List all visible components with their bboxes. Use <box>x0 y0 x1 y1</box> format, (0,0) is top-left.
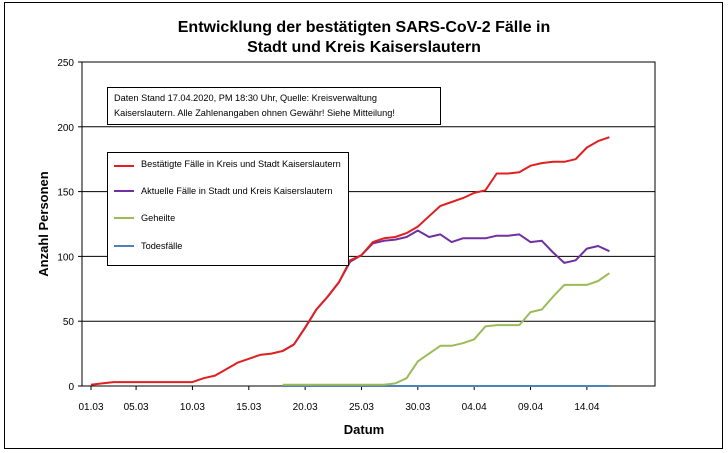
legend-swatch-confirmed <box>114 165 134 167</box>
x-tick-label: 14.04 <box>574 402 599 413</box>
y-tick-label: 150 <box>57 188 74 199</box>
series-line-0 <box>90 136 610 386</box>
legend-label-recovered: Geheilte <box>141 213 176 223</box>
x-tick-label: 05.03 <box>124 402 149 413</box>
y-tick-label: 200 <box>57 123 74 134</box>
y-tick-label: 100 <box>57 252 74 263</box>
y-axis-ticks: 0 50 100 150 200 250 <box>57 58 82 393</box>
note-text: Daten Stand 17.04.2020, PM 18:30 Uhr, Qu… <box>114 93 395 118</box>
y-axis-title: Anzahl Personen <box>36 171 51 277</box>
data-source-note: Daten Stand 17.04.2020, PM 18:30 Uhr, Qu… <box>107 87 441 125</box>
legend-item-confirmed: Bestätigte Fälle in Kreis und Stadt Kais… <box>114 159 346 183</box>
legend-swatch-recovered <box>114 217 134 219</box>
x-tick-label: 20.03 <box>293 402 318 413</box>
x-tick-label: 25.03 <box>349 402 374 413</box>
legend-item-active: Aktuelle Fälle in Stadt und Kreis Kaiser… <box>114 186 346 200</box>
y-tick-label: 250 <box>57 58 74 69</box>
chart-title-line1: Entwicklung der bestätigten SARS-CoV-2 F… <box>178 19 551 36</box>
legend-label-active: Aktuelle Fälle in Stadt und Kreis Kaiser… <box>141 186 333 196</box>
x-tick-label: 01.03 <box>78 402 103 413</box>
x-tick-label: 04.04 <box>462 402 487 413</box>
x-tick-label: 30.03 <box>405 402 430 413</box>
legend-label-confirmed: Bestätigte Fälle in Kreis und Stadt Kais… <box>141 159 341 169</box>
legend-swatch-active <box>114 190 134 192</box>
x-axis-ticks: 01.03 05.03 10.03 15.03 20.03 25.03 30.03 04.04… <box>78 386 600 413</box>
x-tick-label: 10.03 <box>180 402 205 413</box>
legend-item-recovered: Geheilte <box>114 213 346 227</box>
series-line-2 <box>282 272 610 386</box>
chart-title-line2: Stadt und Kreis Kaiserslautern <box>247 39 481 56</box>
x-axis-title: Datum <box>344 422 384 437</box>
x-tick-label: 09.04 <box>518 402 543 413</box>
legend-swatch-deaths <box>114 245 134 247</box>
x-tick-label: 15.03 <box>236 402 261 413</box>
legend-label-deaths: Todesfälle <box>141 241 183 251</box>
y-tick-label: 50 <box>63 317 75 328</box>
legend-item-deaths: Todesfälle <box>114 241 346 255</box>
y-tick-label: 0 <box>68 382 74 393</box>
series-lines <box>90 136 610 387</box>
legend: Bestätigte Fälle in Kreis und Stadt Kais… <box>107 152 349 266</box>
